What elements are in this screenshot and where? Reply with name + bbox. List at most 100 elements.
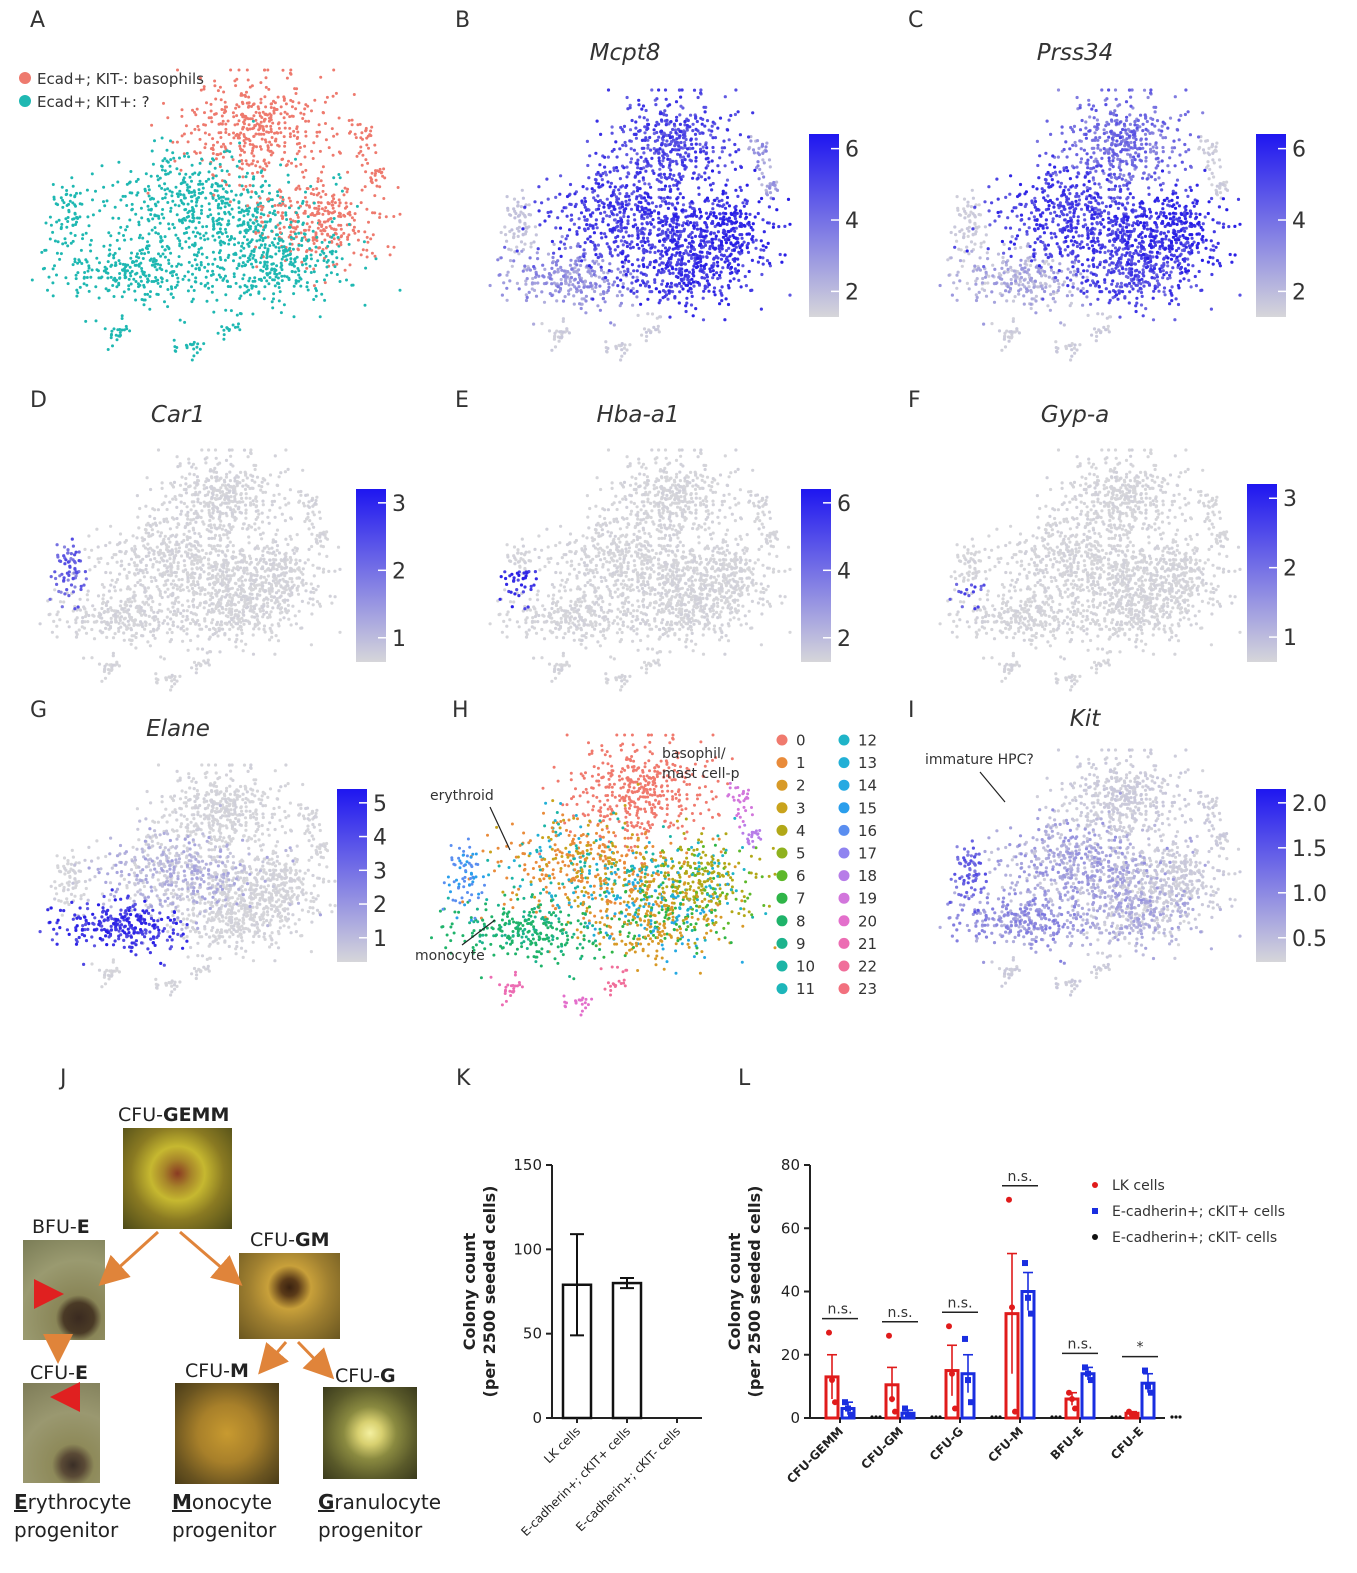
panel-i-colorbar: 2.0 1.5 1.0 0.5: [1256, 789, 1327, 962]
colorbar-tick: 0.5: [1292, 927, 1327, 952]
l-point: [892, 1408, 898, 1415]
l-point: [842, 1399, 848, 1406]
panel-label-h: H: [452, 698, 469, 723]
l-ytick: 0: [790, 1409, 800, 1427]
label-monocyte-progenitor: Monocyte progenitor: [172, 1490, 277, 1542]
cluster-legend-marker: [776, 734, 788, 746]
l-point: [1088, 1377, 1094, 1384]
k-ytick: 150: [513, 1156, 542, 1174]
l-significance: n.s.: [947, 1295, 972, 1311]
cluster-legend-label: 22: [858, 958, 877, 976]
l-ytick: 80: [781, 1156, 800, 1174]
l-point: [949, 1370, 955, 1377]
title-cfu-m: CFU-M: [185, 1360, 249, 1382]
l-category-label: CFU-E: [1108, 1424, 1146, 1462]
l-point: [1132, 1411, 1138, 1418]
label-mast: mast cell-p: [662, 766, 740, 782]
gene-title-mcpt8: Mcpt8: [589, 40, 661, 66]
colorbar-tick: 1: [373, 927, 387, 952]
panel-label-l: L: [738, 1066, 751, 1091]
cluster-legend-label: 20: [858, 912, 877, 930]
l-significance: n.s.: [1067, 1336, 1092, 1352]
l-point: [1012, 1408, 1018, 1415]
cluster-legend-marker: [776, 779, 788, 791]
l-point: [1022, 1260, 1028, 1267]
cluster-legend-label: 3: [796, 799, 806, 817]
l-ytick: 20: [781, 1346, 800, 1364]
l-point: [1148, 1389, 1154, 1396]
title-cfu-e: CFU-E: [30, 1362, 88, 1384]
l-category-label: CFU-M: [985, 1424, 1026, 1465]
panel-i-umap: immature HPC?: [925, 748, 1242, 997]
colorbar-tick: 4: [373, 826, 387, 851]
colorbar-tick: 4: [837, 559, 851, 584]
l-point: [946, 1323, 952, 1330]
panel-label-c: C: [908, 8, 924, 33]
label-basophil: basophil/: [662, 746, 726, 762]
panel-label-b: B: [455, 8, 471, 33]
l-point: [845, 1405, 851, 1412]
l-point: [1006, 1196, 1012, 1203]
colorbar-tick: 6: [845, 138, 859, 163]
cluster-legend-marker: [838, 870, 850, 882]
l-point: [965, 1377, 971, 1384]
l-point: [968, 1399, 974, 1406]
k-ytick: 100: [513, 1240, 542, 1258]
gene-title-car1: Car1: [150, 402, 206, 428]
l-point: [952, 1405, 958, 1412]
title-cfu-g: CFU-G: [335, 1365, 396, 1387]
cluster-legend-marker: [838, 779, 850, 791]
cluster-legend-marker: [776, 915, 788, 927]
l-point: [962, 1335, 968, 1342]
panel-a-scatter: [30, 68, 402, 362]
l-point: [1025, 1294, 1031, 1301]
cluster-legend-label: 21: [858, 935, 877, 953]
k-category-label: LK cells: [541, 1424, 583, 1466]
l-legend-marker: [1092, 1208, 1098, 1214]
colorbar-tick: 1: [1283, 626, 1297, 651]
l-point: [908, 1413, 914, 1420]
cluster-legend-label: 19: [858, 890, 877, 908]
cluster-legend-marker: [776, 960, 788, 972]
gene-title-hba: Hba-a1: [596, 402, 680, 428]
photo-cfu-m: [175, 1383, 279, 1484]
colorbar-tick: 2: [392, 559, 406, 584]
colorbar-tick: 1: [392, 627, 406, 652]
l-point: [1050, 1415, 1054, 1419]
l-point: [1066, 1389, 1072, 1396]
l-point: [1178, 1415, 1182, 1419]
label-immature-hpc: immature HPC?: [925, 752, 1034, 768]
panel-f-colorbar: 3 2 1: [1247, 484, 1297, 662]
panel-b-umap: [488, 88, 792, 362]
l-point: [1170, 1415, 1174, 1419]
cluster-legend-label: 6: [796, 867, 806, 885]
l-point: [990, 1415, 994, 1419]
l-ytick: 40: [781, 1283, 800, 1301]
l-point: [829, 1377, 835, 1384]
cluster-legend-marker: [838, 757, 850, 769]
l-significance: n.s.: [887, 1305, 912, 1321]
l-point: [886, 1332, 892, 1339]
colorbar-tick: 2.0: [1292, 792, 1327, 817]
panel-g-colorbar: 5 4 3 2 1: [337, 789, 387, 962]
cluster-legend-label: 12: [858, 732, 877, 750]
cluster-legend-label: 13: [858, 754, 877, 772]
legend-marker-basophils: [19, 72, 31, 84]
panel-f-umap: [938, 448, 1242, 692]
l-point: [1085, 1370, 1091, 1377]
colorbar-tick: 1.5: [1292, 837, 1327, 862]
panel-c-colorbar: 6 4 2: [1256, 134, 1306, 317]
cluster-legend-label: 10: [796, 958, 815, 976]
l-ylabel: Colony count(per 2500 seeded cells): [725, 1186, 764, 1398]
panel-label-j: J: [60, 1066, 67, 1091]
l-category-label: CFU-GEMM: [784, 1424, 846, 1486]
colorbar-tick: 6: [1292, 138, 1306, 163]
cluster-legend-marker: [838, 915, 850, 927]
l-ytick: 60: [781, 1219, 800, 1237]
label-erythroid: erythroid: [430, 788, 494, 804]
l-category-label: CFU-G: [927, 1424, 966, 1463]
panel-e-umap: [488, 448, 792, 692]
legend-basophils: Ecad+; KIT-: basophils: [37, 70, 204, 88]
panel-label-d: D: [30, 388, 47, 413]
